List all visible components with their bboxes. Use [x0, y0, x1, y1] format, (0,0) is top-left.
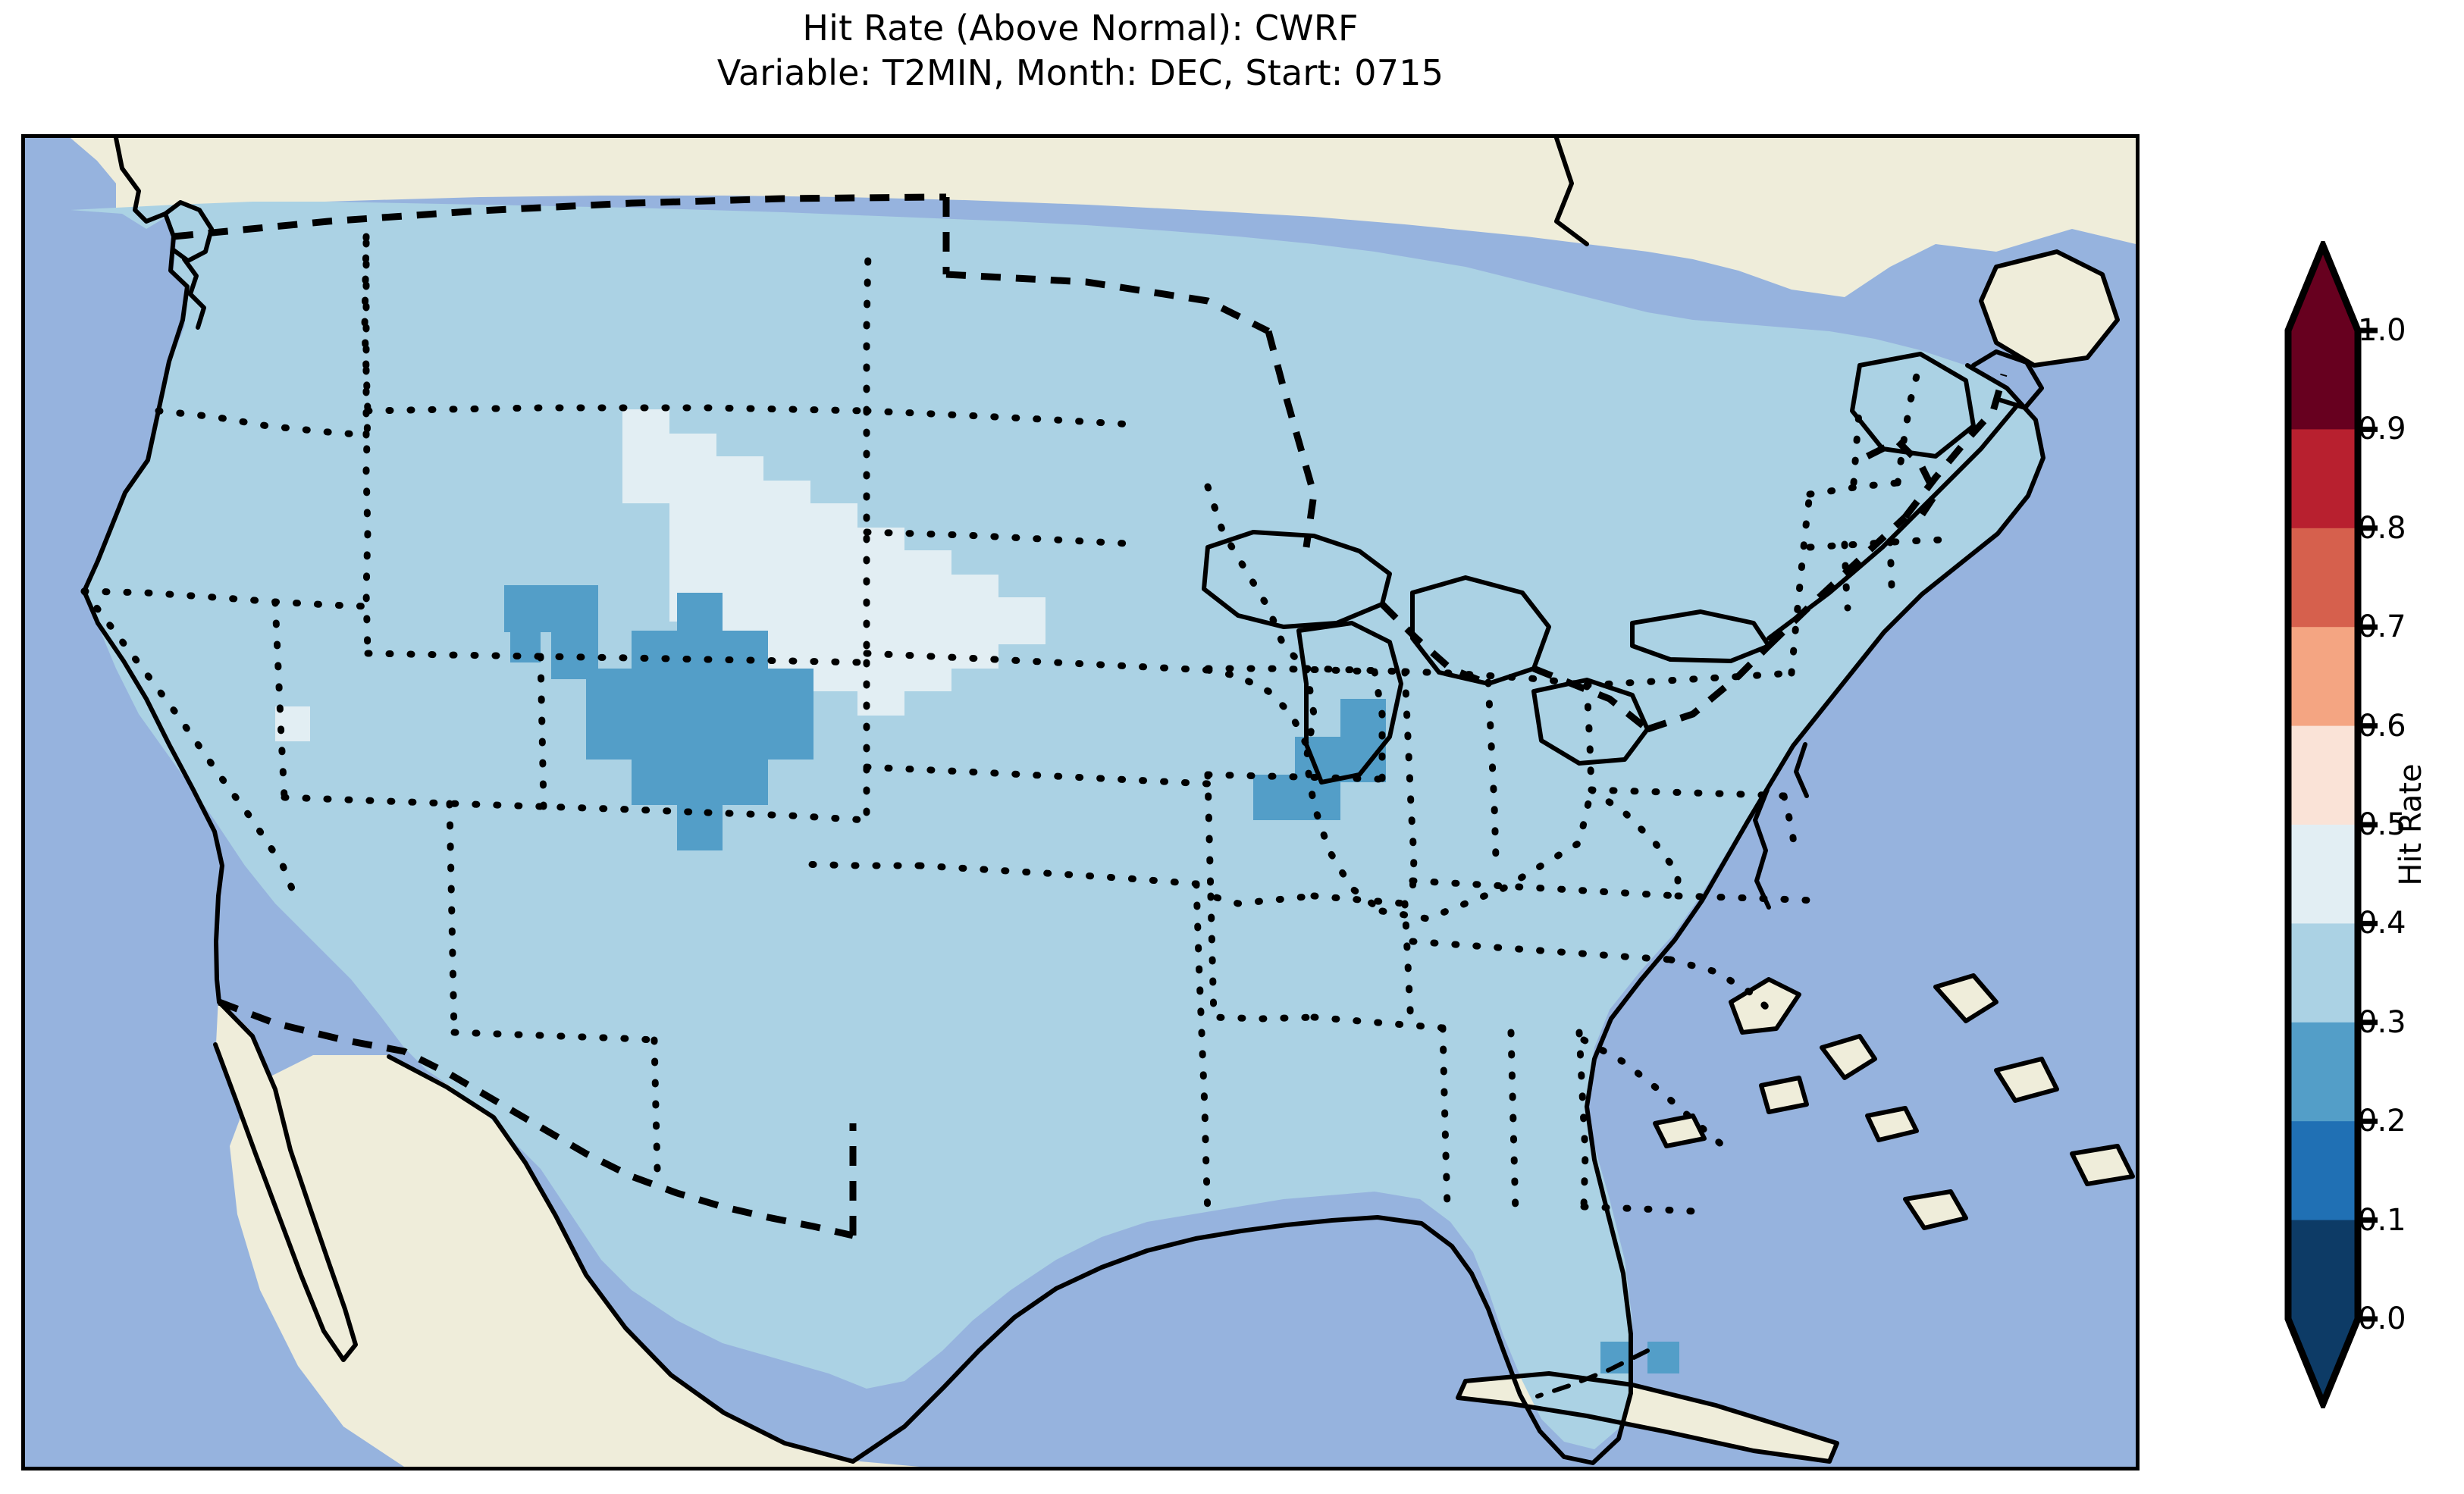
title-line-1: Hit Rate (Above Normal): CWRF — [802, 8, 1359, 49]
colorbar-tick-label: 0.9 — [2358, 412, 2406, 447]
title-line-2: Variable: T2MIN, Month: DEC, Start: 0715 — [716, 52, 1444, 93]
colorbar-tick-label: 0.4 — [2358, 906, 2406, 941]
keys-data-pixels — [1553, 1342, 1679, 1373]
colorbar-tick-label: 0.8 — [2358, 510, 2406, 546]
colorbar-tick-label: 0.6 — [2358, 708, 2406, 744]
state-borders — [80, 233, 1947, 1218]
country-borders — [173, 193, 2008, 1239]
land-polygons — [71, 138, 2136, 1467]
colorbar-tick-label: 0.3 — [2358, 1004, 2406, 1040]
chart-title: Hit Rate (Above Normal): CWRF Variable: … — [0, 6, 2161, 96]
colorbar-tick-label: 1.0 — [2358, 313, 2406, 348]
coastlines — [82, 138, 2135, 1465]
colorbar-tick-label: 0.1 — [2358, 1202, 2406, 1238]
colorbar-tick-label: 0.2 — [2358, 1104, 2406, 1139]
colorbar-swatches — [2284, 241, 2378, 1408]
colorbar: Hit Rate 1.0 0.9 0.8 0.7 0.6 0.5 0.4 0.3 0.2 0.1 0… — [2276, 241, 2458, 1408]
colorbar-tick-label: 0.5 — [2358, 807, 2406, 842]
colorbar-tick-label: 0.0 — [2358, 1301, 2406, 1336]
colorbar-tick-label: 0.7 — [2358, 609, 2406, 645]
map-svg — [25, 138, 2136, 1467]
map-plot-area — [21, 134, 2140, 1471]
